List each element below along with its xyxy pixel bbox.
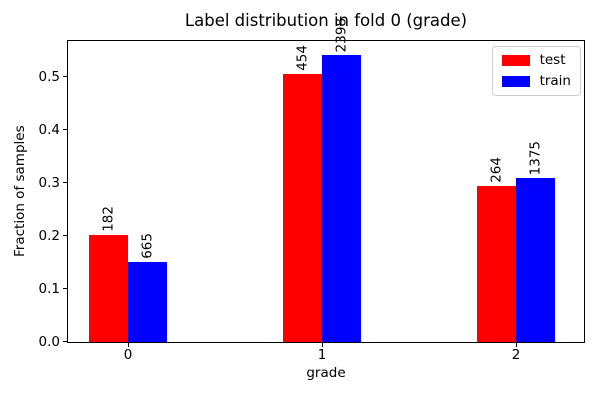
bar-test-1 bbox=[283, 74, 322, 342]
y-tick-label: 0.3 bbox=[38, 174, 60, 191]
legend-swatch-test bbox=[501, 55, 530, 66]
x-axis-label: grade bbox=[306, 365, 346, 381]
legend-item-test: test bbox=[501, 52, 571, 68]
y-tick-mark bbox=[63, 181, 67, 183]
y-tick-mark bbox=[63, 128, 67, 130]
bar-test-0 bbox=[89, 235, 128, 342]
x-tick-mark bbox=[322, 343, 323, 347]
bar-value-label: 454 bbox=[294, 45, 311, 71]
x-tick-label: 2 bbox=[511, 347, 521, 363]
y-tick-mark bbox=[63, 287, 67, 289]
plot-area: test train 0.0 0.1 0.2 0.3 0.4 0.5 0 1 2 182 454 264… bbox=[39, 18, 585, 362]
bar-train-1 bbox=[322, 55, 361, 342]
y-axis-label: Fraction of samples bbox=[12, 125, 28, 258]
y-tick-mark bbox=[63, 75, 67, 77]
legend-item-train: train bbox=[501, 73, 571, 89]
y-tick-label: 0.0 bbox=[38, 334, 60, 350]
x-tick-label: 0 bbox=[123, 347, 133, 363]
bar-train-0 bbox=[128, 262, 167, 342]
bar-value-label: 182 bbox=[100, 206, 117, 232]
x-tick-mark bbox=[128, 343, 129, 347]
y-tick-mark bbox=[63, 234, 67, 236]
y-tick-mark bbox=[63, 341, 67, 342]
legend: test train bbox=[491, 46, 581, 96]
bar-value-label: 264 bbox=[488, 157, 505, 183]
x-tick-label: 1 bbox=[317, 347, 327, 363]
legend-swatch-train bbox=[501, 76, 530, 87]
bar-value-label: 665 bbox=[139, 233, 156, 259]
bar-value-label: 1375 bbox=[527, 140, 544, 175]
x-tick-mark bbox=[516, 343, 517, 347]
bar-train-2 bbox=[516, 178, 555, 342]
legend-label: test bbox=[539, 52, 566, 68]
chart-title: Label distribution in fold 0 (grade) bbox=[184, 11, 468, 30]
legend-label: train bbox=[539, 73, 571, 89]
bar-test-2 bbox=[477, 186, 516, 342]
y-tick-label: 0.4 bbox=[38, 121, 60, 138]
y-tick-label: 0.2 bbox=[38, 227, 60, 244]
y-tick-label: 0.5 bbox=[38, 68, 60, 85]
y-tick-label: 0.1 bbox=[38, 280, 60, 297]
bar-value-label: 2398 bbox=[333, 17, 350, 52]
